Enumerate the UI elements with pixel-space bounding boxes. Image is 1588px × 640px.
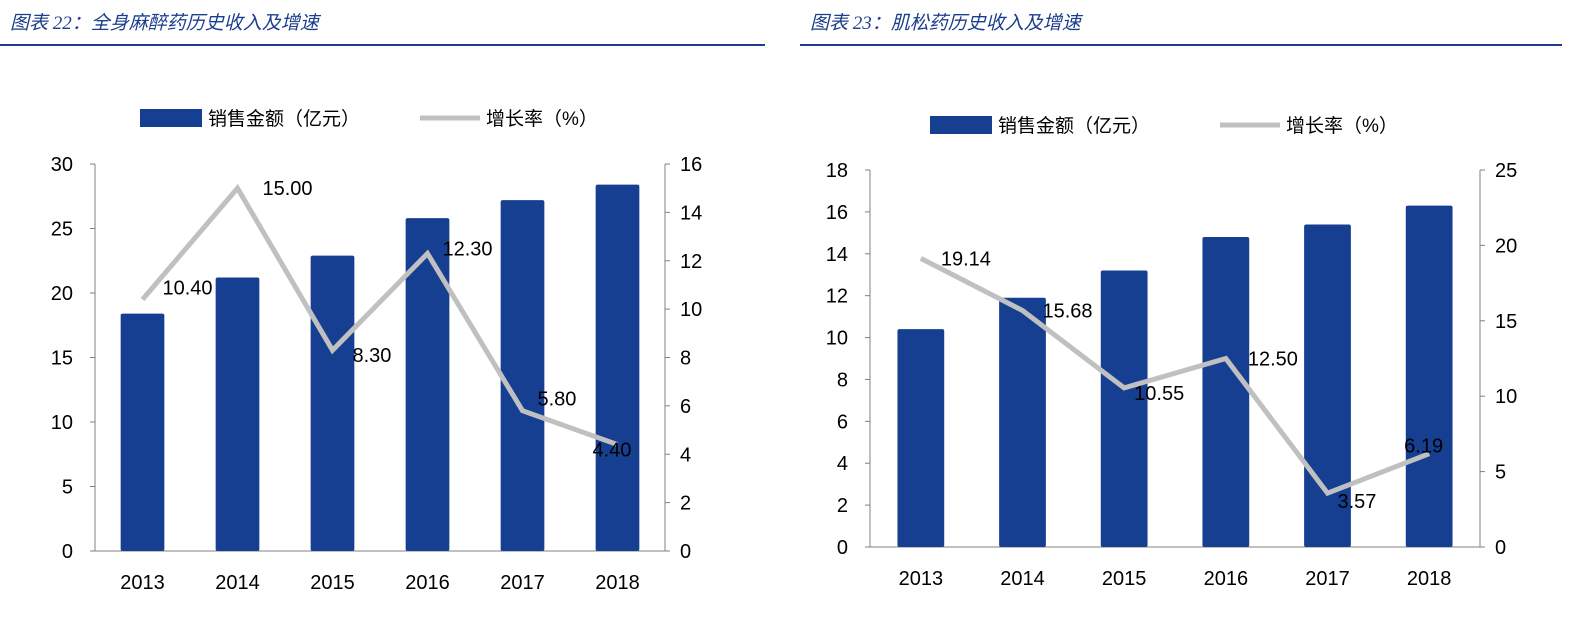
y-left-tick-label: 30: [51, 154, 73, 176]
data-label: 4.40: [593, 440, 632, 462]
y-left-tick-label: 0: [62, 541, 73, 563]
bar-2018: [595, 184, 640, 551]
x-tick-label: 2018: [1407, 568, 1452, 590]
growth-line: [140, 183, 619, 447]
y-left-tick-label: 20: [51, 283, 73, 305]
bar-2013: [897, 329, 945, 547]
data-label: 19.14: [941, 248, 991, 270]
y-left-tick-label: 5: [62, 477, 73, 499]
y-right-tick-label: 8: [680, 348, 691, 370]
chart-panel-23: 图表 23：肌松药历史收入及增速 销售金额（亿元） 增长率（%） 0 2 4 6 8 10 12…: [800, 0, 1588, 640]
chart-panel-22: 图表 22：全身麻醉药历史收入及增速 销售金额（亿元） 增长率（%） 0 5 10 15 2…: [0, 0, 770, 640]
y-left-tick-label: 0: [837, 537, 848, 559]
data-label: 12.30: [443, 238, 493, 260]
data-label: 10.40: [163, 277, 213, 299]
x-tick-label: 2016: [405, 572, 450, 594]
bar-2014: [999, 297, 1046, 547]
y-right-tick-label: 5: [1495, 462, 1506, 484]
legend-swatch-bar: [140, 109, 202, 127]
legend-label-line: 增长率（%）: [486, 108, 598, 130]
bar-2016: [405, 218, 450, 551]
y-right-tick-label: 16: [680, 154, 702, 176]
y-right-tick-label: 25: [1495, 160, 1517, 182]
bar-2018: [1405, 205, 1453, 547]
y-left-tick-label: 18: [826, 160, 848, 182]
bar-2016: [1202, 237, 1250, 547]
bar-2017: [500, 200, 545, 551]
x-tick-label: 2018: [595, 572, 640, 594]
y-left-tick-label: 4: [837, 453, 848, 475]
x-tick-label: 2014: [1000, 568, 1045, 590]
y-left-tick-label: 2: [837, 495, 848, 517]
data-label: 8.30: [353, 345, 392, 367]
y-left-tick-label: 16: [826, 202, 848, 224]
legend-swatch-bar: [930, 116, 992, 134]
bar-2017: [1304, 224, 1351, 547]
bar-2014: [215, 277, 260, 551]
x-tick-label: 2017: [1305, 568, 1350, 590]
legend-label-bar: 销售金额（亿元）: [208, 108, 360, 130]
y-left-tick-label: 10: [51, 412, 73, 434]
y-left-tick-label: 14: [826, 244, 848, 266]
x-tick-label: 2013: [120, 572, 165, 594]
legend-label-line: 增长率（%）: [1286, 115, 1398, 137]
y-left-tick-label: 8: [837, 369, 848, 391]
data-label: 15.68: [1043, 301, 1093, 323]
x-tick-label: 2017: [500, 572, 545, 594]
y-left-tick-label: 12: [826, 286, 848, 308]
bar-2015: [1100, 270, 1148, 547]
bar-2013: [120, 313, 165, 551]
y-right-tick-label: 12: [680, 251, 702, 273]
data-label: 3.57: [1338, 491, 1377, 513]
chart-title: 图表 22：全身麻醉药历史收入及增速: [10, 13, 319, 34]
data-label: 6.19: [1404, 436, 1443, 458]
title-divider: [800, 44, 1562, 46]
y-left-tick-label: 15: [51, 348, 73, 370]
x-tick-label: 2013: [899, 568, 944, 590]
y-right-tick-label: 10: [680, 299, 702, 321]
data-label: 10.55: [1134, 383, 1184, 405]
bar-2015: [310, 255, 355, 551]
x-tick-label: 2015: [1102, 568, 1147, 590]
y-right-tick-label: 15: [1495, 311, 1517, 333]
y-right-tick-label: 10: [1495, 386, 1517, 408]
y-left-tick-label: 10: [826, 328, 848, 350]
y-right-tick-label: 2: [680, 493, 691, 515]
y-left-tick-label: 25: [51, 219, 73, 241]
y-right-tick-label: 20: [1495, 235, 1517, 257]
y-right-tick-label: 0: [680, 541, 691, 563]
y-right-tick-label: 14: [680, 202, 702, 224]
y-right-tick-label: 6: [680, 396, 691, 418]
x-tick-label: 2014: [215, 572, 260, 594]
data-label: 5.80: [538, 389, 577, 411]
y-right-tick-label: 0: [1495, 537, 1506, 559]
y-left-tick-label: 6: [837, 411, 848, 433]
chart-title: 图表 23：肌松药历史收入及增速: [810, 13, 1081, 34]
x-tick-label: 2015: [310, 572, 355, 594]
growth-line: [919, 256, 1431, 497]
chart-svg: 销售金额（亿元） 增长率（%） 0 2 4 6 8 10 12 14 16 18 0 5 10 15 20 25 2…: [826, 115, 1518, 590]
title-divider: [0, 44, 765, 46]
chart-svg: 销售金额（亿元） 增长率（%） 0 5 10 15 20 25 30 0 2 4 6 8 10 12 14 16 2…: [51, 108, 703, 594]
legend-label-bar: 销售金额（亿元）: [998, 115, 1150, 137]
data-label: 12.50: [1248, 349, 1298, 371]
data-label: 15.00: [263, 178, 313, 200]
x-tick-label: 2016: [1204, 568, 1249, 590]
y-right-tick-label: 4: [680, 444, 691, 466]
